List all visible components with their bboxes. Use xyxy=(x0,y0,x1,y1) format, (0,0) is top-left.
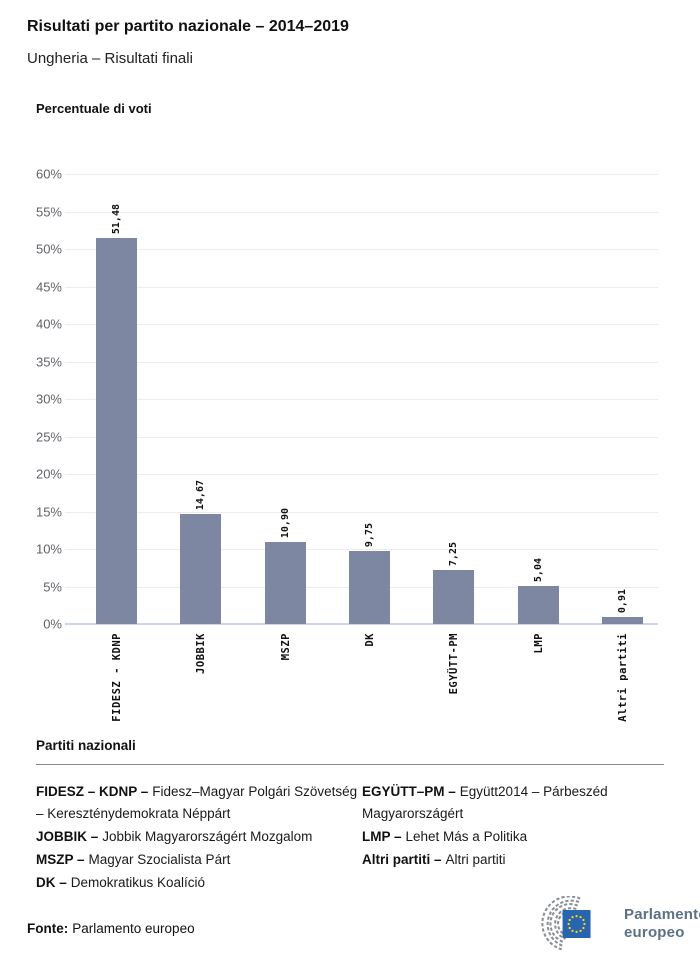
x-axis-line xyxy=(65,623,658,625)
legend-heading: Partiti nazionali xyxy=(36,738,136,753)
x-axis-label: Altri partiti xyxy=(616,633,629,722)
legend-column: EGYÜTT–PM – Együtt2014 – Párbeszéd Magyar… xyxy=(362,781,664,895)
y-tick-label: 15% xyxy=(35,504,62,519)
gridline xyxy=(65,324,658,325)
logo-line1: Parlamento xyxy=(624,906,700,923)
party-abbr: MSZP – xyxy=(36,852,85,867)
x-axis-label: DK xyxy=(363,633,376,647)
logo-wordmark: Parlamento europeo xyxy=(624,906,700,942)
bar xyxy=(265,542,306,624)
gridline xyxy=(65,399,658,400)
gridline xyxy=(65,474,658,475)
y-tick-label: 25% xyxy=(35,429,62,444)
bar xyxy=(602,617,643,624)
party-name: Magyar Szocialista Párt xyxy=(88,852,231,867)
y-tick-label: 30% xyxy=(35,391,62,407)
gridline xyxy=(65,286,658,288)
legend-item: FIDESZ – KDNP – Fidesz–Magyar Polgári Szö… xyxy=(36,781,358,825)
source-value: Parlamento europeo xyxy=(72,921,195,936)
x-axis-label: LMP xyxy=(532,633,545,654)
gridline xyxy=(65,249,658,250)
party-name: Jobbik Magyarországért Mozgalom xyxy=(102,829,313,844)
x-axis-label: MSZP xyxy=(279,633,292,661)
party-abbr: EGYÜTT–PM – xyxy=(362,784,456,799)
legend-item: JOBBIK – Jobbik Magyarországért Mozgalom xyxy=(36,826,358,848)
party-abbr: LMP – xyxy=(362,829,402,844)
y-tick-label: 50% xyxy=(35,241,62,257)
party-name: Együtt2014 – Párbeszéd Magyarországért xyxy=(362,784,608,821)
bar-value-label: 5,04 xyxy=(532,558,544,583)
y-tick-label: 60% xyxy=(35,166,62,182)
legend-divider xyxy=(36,764,664,765)
party-name: Fidesz–Magyar Polgári Szövetség – Keresz… xyxy=(36,784,358,821)
gridline xyxy=(65,211,658,213)
eu-flag-icon xyxy=(562,910,591,938)
bar xyxy=(518,586,559,624)
gridline xyxy=(65,511,658,513)
page-subtitle: Ungheria – Risultati finali xyxy=(27,50,193,67)
legend-column: FIDESZ – KDNP – Fidesz–Magyar Polgári Szö… xyxy=(36,781,358,895)
party-name: Demokratikus Koalíció xyxy=(70,875,206,890)
party-name: Lehet Más a Politika xyxy=(405,829,528,844)
y-tick-label: 35% xyxy=(35,354,62,369)
bar-value-label: 14,67 xyxy=(194,479,206,510)
y-tick-label: 20% xyxy=(35,466,62,482)
source-note: Fonte: Parlamento europeo xyxy=(27,921,195,936)
logo-line2: europeo xyxy=(624,924,685,941)
hemicycle-icon xyxy=(541,896,591,951)
y-tick-label: 5% xyxy=(43,579,62,594)
bar-value-label: 10,90 xyxy=(279,508,291,539)
bar-value-label: 0,91 xyxy=(616,589,628,614)
x-axis-label: FIDESZ - KDNP xyxy=(110,633,123,722)
legend-item: Altri partiti – Altri partiti xyxy=(362,849,664,871)
party-abbr: DK – xyxy=(36,875,67,890)
party-abbr: FIDESZ – KDNP – xyxy=(36,784,149,799)
x-axis-label: EGYÜTT-PM xyxy=(447,633,460,695)
y-tick-label: 45% xyxy=(35,279,62,294)
source-label: Fonte: xyxy=(27,921,69,936)
legend-item: EGYÜTT–PM – Együtt2014 – Párbeszéd Magyar… xyxy=(362,781,664,825)
gridline xyxy=(65,549,658,550)
legend-item: DK – Demokratikus Koalíció xyxy=(36,872,358,894)
bar xyxy=(433,569,474,624)
chart-heading: Percentuale di voti xyxy=(36,101,152,116)
bar xyxy=(180,513,221,624)
party-abbr: Altri partiti – xyxy=(362,852,442,867)
legend-item: LMP – Lehet Más a Politika xyxy=(362,826,664,848)
bar-value-label: 9,75 xyxy=(363,522,375,547)
european-parliament-logo: Parlamento europeo xyxy=(515,896,700,952)
legend-item: MSZP – Magyar Szocialista Párt xyxy=(36,849,358,871)
y-tick-label: 0% xyxy=(43,616,62,632)
gridline xyxy=(65,436,658,438)
y-tick-label: 10% xyxy=(35,541,62,557)
bar-value-label: 51,48 xyxy=(110,203,122,234)
party-legend: FIDESZ – KDNP – Fidesz–Magyar Polgári Szö… xyxy=(36,781,664,895)
party-name: Altri partiti xyxy=(445,852,506,867)
y-tick-label: 55% xyxy=(35,204,62,219)
bar-value-label: 7,25 xyxy=(447,541,459,566)
gridline xyxy=(65,174,658,175)
x-axis-label: JOBBIK xyxy=(194,633,207,674)
page-title: Risultati per partito nazionale – 2014–2… xyxy=(27,18,349,35)
bar xyxy=(349,550,390,624)
bar xyxy=(96,237,137,624)
y-tick-label: 40% xyxy=(35,316,62,332)
gridline xyxy=(65,361,658,363)
party-abbr: JOBBIK – xyxy=(36,829,99,844)
